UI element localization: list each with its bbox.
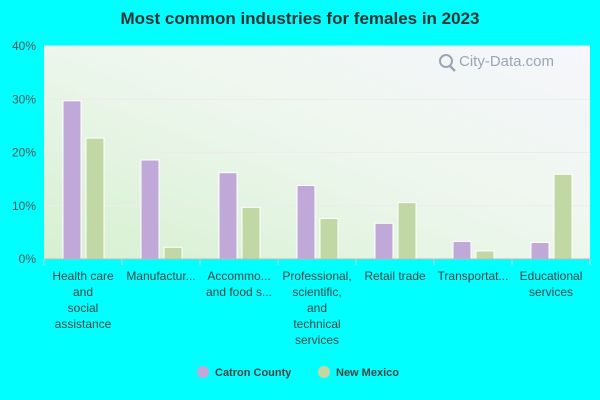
bar-catron-county[interactable] bbox=[452, 240, 472, 260]
y-tick-label: 10% bbox=[12, 199, 36, 213]
x-tick-label: Transportat... bbox=[438, 269, 509, 283]
bars bbox=[62, 100, 573, 260]
x-tick-label: services bbox=[529, 285, 573, 299]
bar-new-mexico[interactable] bbox=[319, 218, 339, 260]
magnifier-icon bbox=[439, 54, 456, 72]
x-axis: Health care and social assistance Manufactur… bbox=[43, 258, 591, 347]
y-tick-label: 30% bbox=[12, 92, 36, 106]
bar-catron-county[interactable] bbox=[218, 172, 238, 260]
watermark: City-Data.com bbox=[439, 53, 554, 72]
bar-catron-county[interactable] bbox=[530, 242, 550, 260]
bar-catron-county[interactable] bbox=[296, 185, 316, 260]
x-tick-label: and bbox=[307, 301, 327, 315]
x-tick-label: services bbox=[295, 333, 339, 347]
x-tick-label: Accommo... bbox=[207, 269, 270, 283]
bar-new-mexico[interactable] bbox=[397, 202, 417, 260]
x-tick-label: social bbox=[68, 301, 99, 315]
x-tick-label: Manufactur... bbox=[126, 269, 195, 283]
x-tick-label: technical bbox=[293, 317, 340, 331]
y-tick-label: 0% bbox=[19, 252, 37, 266]
legend-label: New Mexico bbox=[336, 367, 399, 379]
bar-new-mexico[interactable] bbox=[241, 206, 261, 260]
watermark-text: City-Data.com bbox=[459, 53, 554, 70]
x-tick-label: assistance bbox=[55, 317, 112, 331]
x-tick-label: Health care bbox=[52, 269, 114, 283]
chart-title: Most common industries for females in 20… bbox=[121, 9, 480, 28]
legend: Catron County New Mexico bbox=[197, 366, 399, 379]
x-tick-label: and food s... bbox=[206, 285, 272, 299]
bar-catron-county[interactable] bbox=[62, 100, 82, 260]
y-tick-label: 20% bbox=[12, 146, 36, 160]
grid-lines bbox=[44, 45, 590, 207]
bar-new-mexico[interactable] bbox=[553, 173, 573, 260]
x-tick-label: and bbox=[73, 285, 93, 299]
bar-new-mexico[interactable] bbox=[85, 137, 105, 260]
bar-catron-county[interactable] bbox=[374, 222, 394, 260]
x-tick-label: Retail trade bbox=[364, 269, 426, 283]
bar-new-mexico[interactable] bbox=[163, 246, 183, 260]
y-tick-label: 40% bbox=[12, 39, 36, 53]
legend-label: Catron County bbox=[215, 367, 292, 379]
legend-swatch bbox=[197, 366, 209, 378]
bar-catron-county[interactable] bbox=[140, 159, 160, 260]
x-tick-label: scientific, bbox=[292, 285, 341, 299]
legend-swatch bbox=[318, 366, 330, 378]
y-axis: 0% 10% 20% 30% 40% bbox=[12, 39, 36, 266]
x-tick-label: Professional, bbox=[282, 269, 351, 283]
x-tick-label: Educational bbox=[520, 269, 583, 283]
bar-new-mexico[interactable] bbox=[475, 250, 495, 260]
